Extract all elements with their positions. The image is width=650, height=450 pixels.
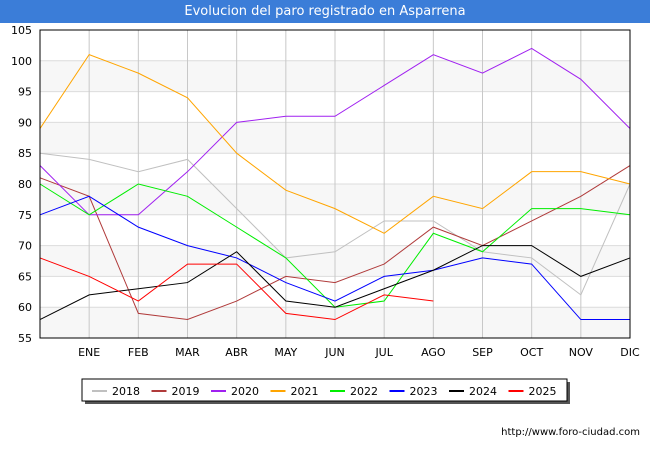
plot-border: [39, 29, 631, 339]
x-tick-label: AGO: [421, 346, 446, 359]
series-line-2024: [39, 245, 631, 320]
legend-label-2025: 2025: [529, 385, 557, 398]
series-line-2020: [39, 47, 631, 216]
source-url: http://www.foro-ciudad.com: [501, 427, 640, 438]
series-line-2025: [39, 257, 434, 321]
x-tick-label: JUL: [374, 346, 393, 359]
y-tick-label: 105: [11, 24, 32, 37]
y-tick-label: 55: [18, 332, 32, 345]
series-line-2021: [39, 54, 631, 234]
y-tick-label: 70: [18, 240, 32, 253]
x-tick-label: OCT: [520, 346, 543, 359]
y-tick-label: 65: [18, 270, 32, 283]
series-line-2018: [39, 152, 631, 296]
y-tick-label: 95: [18, 86, 32, 99]
x-tick-label: DIC: [620, 346, 640, 359]
x-tick-label: NOV: [569, 346, 594, 359]
y-tick-label: 90: [18, 116, 32, 129]
x-tick-label: ENE: [78, 346, 100, 359]
y-tick-label: 80: [18, 178, 32, 191]
x-tick-label: SEP: [472, 346, 493, 359]
x-tick-label: ABR: [225, 346, 248, 359]
legend-label-2020: 2020: [231, 385, 259, 398]
series-line-2023: [39, 195, 630, 321]
series-line-2019: [39, 165, 631, 321]
y-tick-label: 100: [11, 55, 32, 68]
legend-label-2018: 2018: [112, 385, 140, 398]
y-tick-label: 85: [18, 147, 32, 160]
legend-label-2021: 2021: [291, 385, 319, 398]
legend-box: [81, 378, 568, 402]
y-tick-label: 75: [18, 209, 32, 222]
x-tick-label: MAY: [274, 346, 297, 359]
y-tick-label: 60: [18, 301, 32, 314]
legend-label-2019: 2019: [172, 385, 200, 398]
legend-label-2023: 2023: [410, 385, 438, 398]
x-tick-label: MAR: [175, 346, 200, 359]
chart-title: Evolucion del paro registrado en Asparre…: [0, 0, 650, 23]
x-tick-label: FEB: [128, 346, 149, 359]
legend-label-2022: 2022: [350, 385, 378, 398]
legend-label-2024: 2024: [469, 385, 497, 398]
x-tick-label: JUN: [324, 346, 345, 359]
